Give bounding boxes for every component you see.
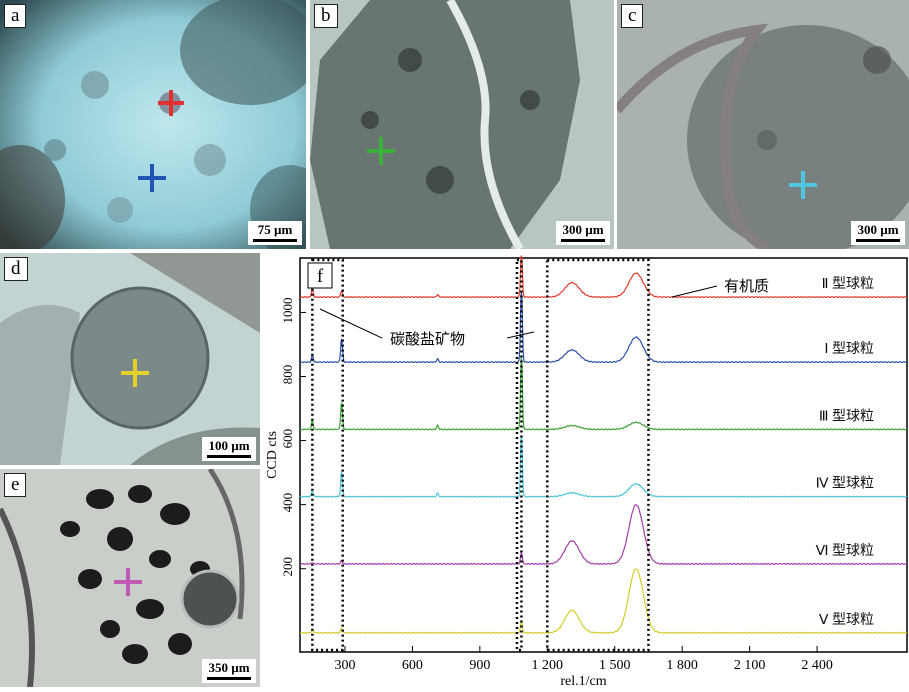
panel-label-c: c: [621, 4, 644, 28]
annotation-organic: 有机质: [724, 277, 769, 295]
panel-label-b: b: [314, 4, 338, 28]
panel-label-e: e: [4, 473, 27, 497]
x-tick-label: 1 500: [599, 658, 631, 673]
micrograph-image-b: [310, 0, 614, 249]
chart-svg: Ⅱ 型球粒 Ⅰ 型球粒 Ⅲ 型球粒 Ⅳ 型球粒 Ⅵ 型球粒 Ⅴ 型球粒 300 600 900 1…: [265, 255, 908, 689]
series-line: [299, 255, 908, 299]
organic-pointer: [671, 285, 718, 298]
scale-bar-a: 75 µm: [248, 221, 302, 245]
series-label: Ⅵ 型球粒: [816, 543, 874, 559]
series-label: Ⅴ 型球粒: [819, 612, 874, 628]
y-tick-label: 400: [280, 493, 295, 513]
micrograph-panel-a: a 75 µm: [0, 0, 306, 249]
micrograph-panel-d: d 100 µm: [0, 253, 260, 465]
scale-text-e: 350 µm: [208, 660, 250, 675]
micrograph-image-e: [0, 469, 260, 687]
marker-cross-blue: [138, 164, 166, 192]
series-line: [299, 435, 907, 498]
micrograph-image-a: [0, 0, 306, 249]
x-tick-label: 2 400: [801, 658, 833, 673]
marker-cross-purple: [114, 568, 142, 596]
series-line: [300, 568, 908, 634]
micrograph-panel-b: b 300 µm: [310, 0, 614, 249]
carbonate-pointer-left: [319, 308, 383, 339]
plot-frame: [299, 257, 908, 653]
scale-text-a: 75 µm: [257, 222, 293, 237]
micrograph-panel-c: c 300 µm: [617, 0, 909, 249]
x-tick-label: 300: [334, 658, 355, 673]
x-tick-label: 1 200: [532, 658, 564, 673]
series-line: [299, 504, 908, 565]
y-tick-label: 1000: [280, 297, 295, 323]
micrograph-image-d: [0, 253, 260, 465]
scale-bar-d: 100 µm: [202, 437, 256, 461]
micrograph-image-c: [617, 0, 909, 249]
raman-spectra-chart: Ⅱ 型球粒 Ⅰ 型球粒 Ⅲ 型球粒 Ⅳ 型球粒 Ⅵ 型球粒 Ⅴ 型球粒 300 600 900 1…: [262, 254, 909, 689]
series-line: [299, 290, 908, 364]
marker-cross-cyan: [789, 171, 817, 199]
y-axis-label: CCD cts: [265, 431, 280, 479]
marker-cross-red: [158, 90, 184, 116]
dotted-box: [311, 258, 344, 652]
scale-bar-e: 350 µm: [202, 659, 256, 683]
panel-label-d: d: [4, 257, 28, 281]
marker-cross-yellow: [121, 359, 149, 387]
dotted-box: [546, 258, 650, 652]
carbonate-pointer-right: [506, 331, 535, 339]
scale-text-b: 300 µm: [562, 222, 604, 237]
x-axis-label: rel.1/cm: [560, 674, 606, 687]
annotation-carbonate: 碳酸盐矿物: [390, 330, 465, 348]
y-tick-label: 600: [280, 429, 295, 449]
panel-label-f-box: [307, 262, 333, 289]
x-tick-label: 600: [402, 658, 423, 673]
y-tick-label: 800: [280, 365, 295, 385]
series-line: [299, 357, 908, 431]
y-tick-label: 200: [280, 557, 295, 577]
series-label: Ⅳ 型球粒: [816, 476, 874, 492]
panel-label-a: a: [4, 4, 27, 28]
scale-text-c: 300 µm: [857, 222, 899, 237]
dotted-box: [515, 258, 523, 652]
x-tick-label: 2 100: [734, 658, 766, 673]
scale-bar-c: 300 µm: [851, 221, 905, 245]
x-tick-label: 1 800: [666, 658, 698, 673]
series-label: Ⅲ 型球粒: [819, 408, 874, 424]
scale-text-d: 100 µm: [208, 438, 250, 453]
series-label: Ⅰ 型球粒: [824, 341, 874, 357]
panel-label-f: f: [317, 266, 324, 287]
micrograph-panel-e: e 350 µm: [0, 469, 260, 687]
series-label: Ⅱ 型球粒: [822, 276, 874, 292]
scale-bar-b: 300 µm: [556, 221, 610, 245]
x-tick-label: 900: [469, 658, 490, 673]
marker-cross-green: [367, 137, 395, 165]
